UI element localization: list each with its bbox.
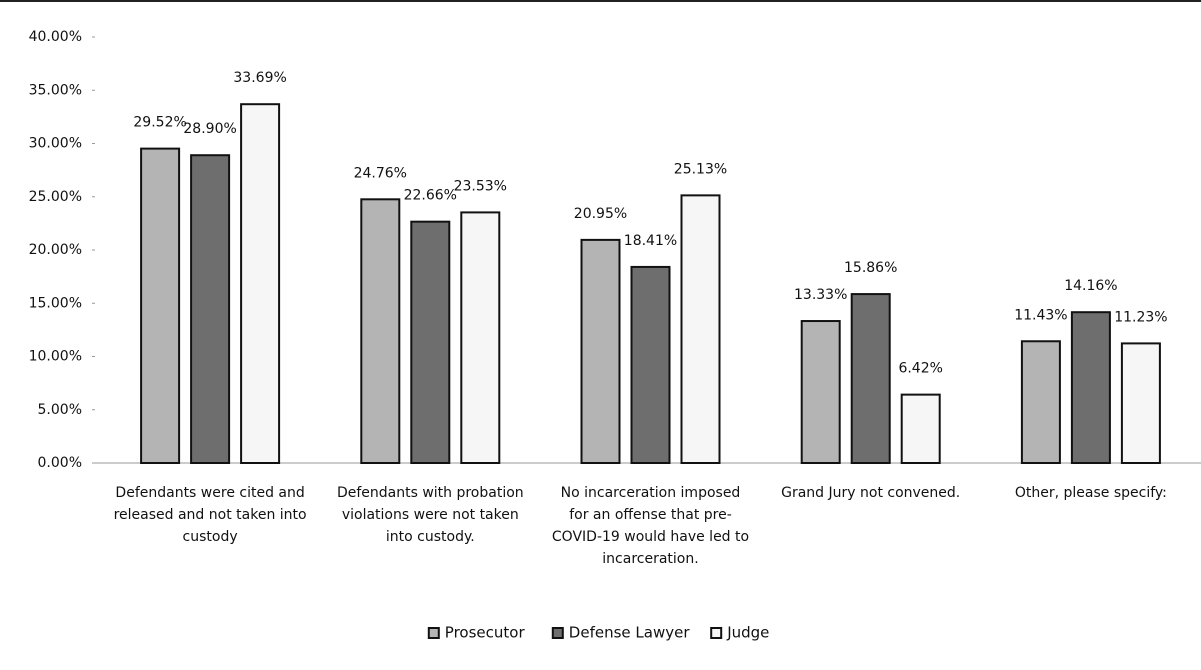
- x-tick-label: Defendants were cited and released and n…: [113, 485, 307, 545]
- legend-swatch: [427, 627, 440, 639]
- bar: [1070, 311, 1111, 465]
- y-tick-label: 25.00%: [29, 189, 82, 205]
- data-label: 24.76%: [354, 165, 407, 181]
- legend-swatch: [710, 627, 723, 639]
- y-tick-label: 5.00%: [38, 402, 82, 418]
- bar: [800, 320, 841, 464]
- y-tick-label: 30.00%: [29, 136, 82, 152]
- y-tick-label: 15.00%: [29, 295, 82, 311]
- legend-label: Prosecutor: [445, 624, 526, 642]
- data-label: 14.16%: [1064, 278, 1117, 294]
- data-label: 13.33%: [794, 287, 847, 303]
- data-label: 25.13%: [674, 161, 727, 177]
- data-label: 29.52%: [133, 115, 186, 131]
- data-label: 28.90%: [183, 121, 236, 137]
- bar: [460, 211, 501, 464]
- legend-label: Judge: [726, 624, 769, 642]
- y-tick-label: 20.00%: [29, 242, 82, 258]
- bar: [850, 293, 891, 464]
- bar: [190, 154, 231, 464]
- x-tick-label: Grand Jury not convened.: [781, 485, 961, 501]
- bar: [410, 220, 451, 464]
- y-tick-label: 35.00%: [29, 82, 82, 98]
- data-label: 33.69%: [233, 70, 286, 86]
- legend-label: Defense Lawyer: [569, 624, 691, 642]
- data-label: 11.43%: [1014, 307, 1067, 323]
- y-tick-label: 0.00%: [38, 455, 82, 471]
- y-tick-label: 40.00%: [29, 29, 82, 45]
- data-label: 18.41%: [624, 233, 677, 249]
- bar: [580, 238, 621, 464]
- bar: [680, 194, 721, 464]
- bar: [360, 198, 401, 464]
- data-label: 22.66%: [404, 188, 457, 204]
- bar: [900, 393, 941, 465]
- bar: [630, 265, 671, 464]
- data-label: 15.86%: [844, 260, 897, 276]
- data-label: 23.53%: [454, 178, 507, 194]
- bar: [240, 103, 281, 464]
- data-label: 6.42%: [898, 361, 942, 377]
- x-tick-label: Defendants with probation violations wer…: [336, 485, 524, 545]
- bar: [1020, 340, 1061, 465]
- x-tick-label: Other, please specify:: [1014, 485, 1167, 501]
- bar: [1120, 342, 1161, 465]
- legend-swatch: [551, 627, 564, 639]
- y-tick-label: 10.00%: [29, 349, 82, 365]
- data-label: 11.23%: [1114, 309, 1167, 325]
- x-tick-label: No incarceration imposed for an offense …: [551, 485, 750, 567]
- data-label: 20.95%: [574, 206, 627, 222]
- bar: [140, 147, 181, 464]
